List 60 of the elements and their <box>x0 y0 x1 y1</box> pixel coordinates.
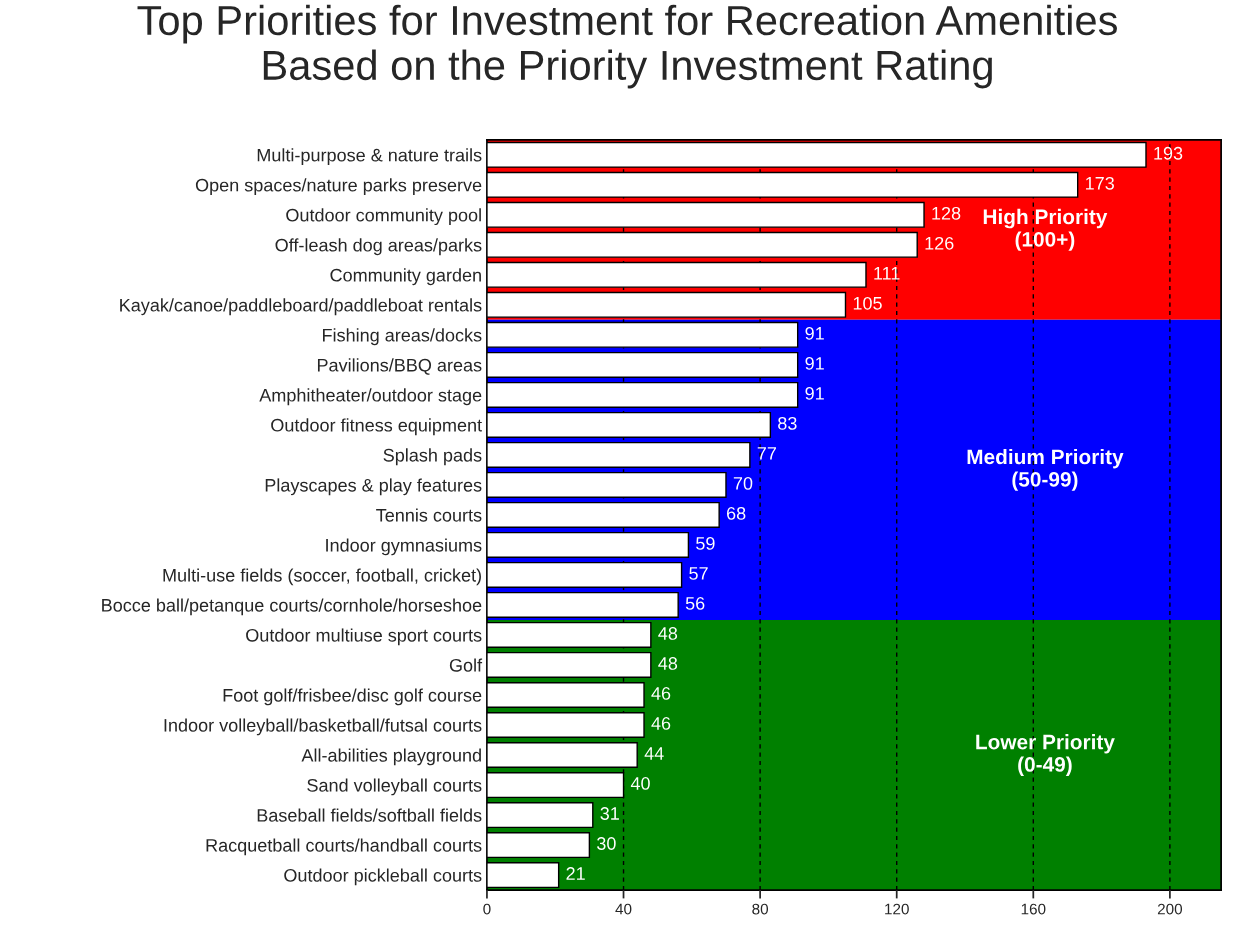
data-label: 68 <box>727 506 746 520</box>
data-label: 30 <box>597 837 616 850</box>
y-tick-label: Foot golf/frisbee/disc golf course <box>223 688 482 706</box>
data-label: 128 <box>932 206 961 220</box>
y-tick-label: Multi-purpose & nature trails <box>257 148 482 166</box>
y-tick-label: Outdoor fitness equipment <box>271 418 482 436</box>
band-label: Medium Priority (50-99) <box>967 448 1124 491</box>
data-label: 46 <box>651 687 671 700</box>
x-tick-label: 120 <box>885 903 909 915</box>
y-tick-label: Bocce ball/petanque courts/cornhole/horseshoe <box>102 598 482 616</box>
x-tick-label: 200 <box>1157 903 1183 915</box>
y-tick-label: Golf <box>449 658 483 672</box>
y-tick-label: Off-leash dog areas/parks <box>275 238 482 256</box>
y-tick-label: Tennis courts <box>376 508 482 522</box>
data-label: 83 <box>778 416 797 430</box>
y-tick-label: Outdoor community pool <box>286 208 481 226</box>
y-tick-label: Baseball fields/softball fields <box>257 808 482 822</box>
data-label: 56 <box>685 597 705 610</box>
y-tick-label: Racquetball courts/handball courts <box>206 838 482 856</box>
y-tick-label: Splash pads <box>383 448 482 466</box>
data-label: 48 <box>658 627 678 640</box>
y-tick-label: Playscapes & play features <box>265 478 482 496</box>
data-label: 91 <box>805 386 824 400</box>
x-tick-label: 0 <box>483 903 491 915</box>
y-tick-label: Open spaces/nature parks preserve <box>195 178 482 196</box>
data-label: 91 <box>805 326 824 340</box>
y-tick-label: Outdoor multiuse sport courts <box>246 628 482 646</box>
data-label: 46 <box>651 717 671 730</box>
data-label: 59 <box>696 537 715 550</box>
x-tick-label: 40 <box>615 903 632 915</box>
y-tick-label: All-abilities playground <box>301 748 481 766</box>
data-label: 57 <box>689 567 708 580</box>
chart-title: Top Priorities for Investment for Recreation Amenities Based on the Priority Investment Rating <box>137 4 1117 89</box>
data-label: 91 <box>805 356 824 370</box>
y-tick-label: Fishing areas/docks <box>323 328 482 346</box>
data-label: 193 <box>1154 146 1183 160</box>
data-label: 70 <box>733 476 753 490</box>
x-tick-label: 80 <box>752 903 769 915</box>
data-label: 48 <box>658 657 678 670</box>
data-label: 21 <box>566 867 585 880</box>
y-tick-label: Indoor volleyball/basketball/futsal courts <box>164 718 482 736</box>
data-label: 105 <box>853 296 882 310</box>
y-tick-label: Kayak/canoe/paddleboard/paddleboat rentals <box>120 298 482 316</box>
data-label: 173 <box>1086 176 1114 190</box>
data-label: 111 <box>874 267 900 280</box>
x-tick-label: 160 <box>1021 903 1046 915</box>
y-tick-label: Community garden <box>330 268 481 286</box>
band-label: Lower Priority (0-49) <box>976 734 1115 776</box>
y-tick-label: Pavilions/BBQ areas <box>317 358 482 375</box>
data-label: 31 <box>600 807 619 820</box>
data-label: 77 <box>757 447 776 460</box>
band-label: High Priority (100+) <box>983 208 1108 251</box>
data-label: 44 <box>644 747 664 760</box>
y-tick-label: Sand volleyball courts <box>307 778 482 796</box>
data-label: 126 <box>925 236 954 250</box>
y-tick-label: Indoor gymnasiums <box>326 538 482 556</box>
y-tick-label: Multi-use fields (soccer, football, cricket) <box>163 568 481 586</box>
y-tick-label: Outdoor pickleball courts <box>284 868 482 886</box>
y-tick-label: Amphitheater/outdoor stage <box>259 388 482 406</box>
data-label: 40 <box>630 777 650 790</box>
